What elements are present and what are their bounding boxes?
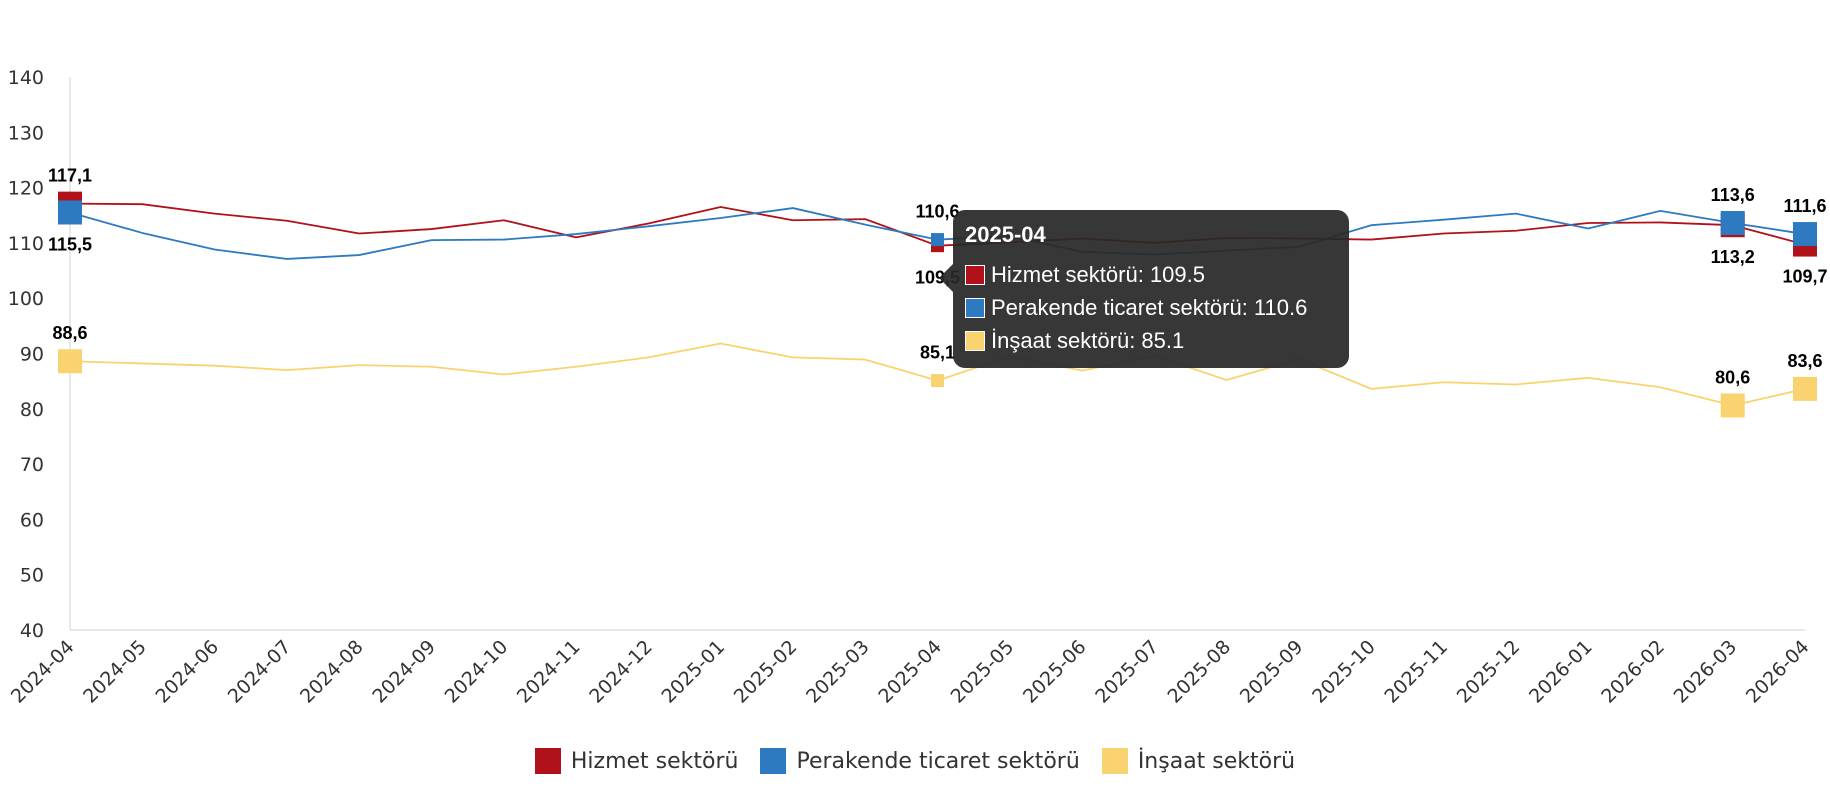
x-tick-label: 2024-10 (441, 636, 513, 708)
legend-swatch-perakende (760, 748, 787, 774)
legend-label-hizmet: Hizmet sektörü (570, 748, 739, 774)
chart-tooltip: 2025-04 Hizmet sektörü: 109.5 Perakende … (939, 210, 1349, 368)
tooltip-row-insaat: İnşaat sektörü: 85.1 (965, 324, 1337, 357)
x-tick-label: 2024-08 (296, 636, 368, 708)
y-tick-label: 110 (8, 233, 44, 255)
data-point-marker (931, 374, 944, 388)
y-tick-label: 90 (20, 344, 44, 366)
y-tick-label: 130 (8, 122, 44, 144)
data-label: 115,5 (48, 234, 92, 254)
tooltip-swatch-perakende (965, 297, 985, 318)
x-tick-label: 2025-05 (947, 636, 1019, 708)
x-tick-label: 2025-01 (657, 636, 729, 708)
y-tick-label: 120 (8, 178, 44, 200)
legend-item-perakende[interactable]: Perakende ticaret sektörü (760, 748, 1080, 774)
x-tick-label: 2025-03 (802, 636, 874, 708)
tooltip-swatch-hizmet (965, 264, 985, 285)
x-tick-label: 2024-12 (585, 636, 657, 708)
x-tick-label: 2024-07 (224, 636, 296, 708)
x-tick-label: 2024-09 (368, 636, 440, 708)
y-tick-label: 60 (20, 509, 44, 531)
x-tick-label: 2025-12 (1453, 636, 1525, 708)
x-tick-label: 2025-04 (874, 636, 946, 708)
tooltip-row-perakende: Perakende ticaret sektörü: 110.6 (965, 291, 1337, 324)
x-tick-label: 2025-07 (1091, 636, 1163, 708)
x-tick-label: 2026-01 (1525, 636, 1597, 708)
x-tick-label: 2026-03 (1670, 636, 1742, 708)
legend-item-insaat[interactable]: İnşaat sektörü (1101, 748, 1296, 774)
data-label: 113,6 (1711, 185, 1755, 205)
legend-swatch-hizmet (534, 748, 561, 774)
x-tick-label: 2025-06 (1019, 636, 1091, 708)
data-point-marker (1720, 393, 1745, 418)
x-tick-label: 2024-06 (151, 636, 223, 708)
data-label: 117,1 (48, 166, 92, 186)
data-label: 85,1 (920, 343, 955, 363)
tooltip-title: 2025-04 (965, 222, 1046, 247)
x-tick-label: 2026-02 (1597, 636, 1669, 708)
data-label: 110,6 (915, 202, 959, 222)
x-tick-label: 2025-08 (1164, 636, 1236, 708)
legend-label-perakende: Perakende ticaret sektörü (796, 748, 1080, 774)
data-point-marker (58, 349, 82, 374)
tooltip-row-hizmet: Hizmet sektörü: 109.5 (965, 258, 1337, 291)
tooltip-text-insaat: İnşaat sektörü: 85.1 (991, 327, 1185, 353)
data-label: 109,7 (1782, 267, 1827, 287)
data-point-marker (931, 233, 944, 247)
data-point-marker (1720, 210, 1745, 235)
y-tick-label: 80 (20, 399, 44, 421)
y-tick-label: 100 (8, 288, 44, 310)
data-point-marker (1793, 222, 1817, 247)
x-tick-label: 2024-05 (79, 636, 151, 708)
x-tick-label: 2026-04 (1742, 636, 1814, 708)
y-tick-label: 40 (20, 620, 44, 642)
chart-legend: Hizmet sektörü Perakende ticaret sektörü… (0, 748, 1830, 774)
x-tick-label: 2025-09 (1236, 636, 1308, 708)
data-label: 88,6 (52, 323, 87, 343)
legend-swatch-insaat (1101, 748, 1128, 774)
y-tick-label: 140 (8, 67, 44, 89)
x-tick-label: 2025-02 (730, 636, 802, 708)
legend-item-hizmet[interactable]: Hizmet sektörü (534, 748, 739, 774)
data-point-marker (1793, 376, 1817, 401)
tooltip-text-hizmet: Hizmet sektörü: 109.5 (991, 261, 1205, 287)
tooltip-swatch-insaat (965, 330, 985, 351)
data-label: 111,6 (1783, 196, 1826, 216)
x-tick-label: 2025-11 (1380, 636, 1452, 708)
data-label: 83,6 (1787, 351, 1822, 371)
x-tick-label: 2024-04 (7, 636, 79, 708)
data-point-marker (58, 200, 82, 225)
data-label: 113,2 (1711, 247, 1755, 267)
y-tick-label: 70 (20, 454, 44, 476)
x-tick-label: 2024-11 (513, 636, 585, 708)
tooltip-text-perakende: Perakende ticaret sektörü: 110.6 (991, 294, 1308, 320)
x-tick-label: 2025-10 (1308, 636, 1380, 708)
data-label: 80,6 (1715, 367, 1750, 387)
legend-label-insaat: İnşaat sektörü (1137, 748, 1296, 774)
y-tick-label: 50 (20, 565, 44, 587)
